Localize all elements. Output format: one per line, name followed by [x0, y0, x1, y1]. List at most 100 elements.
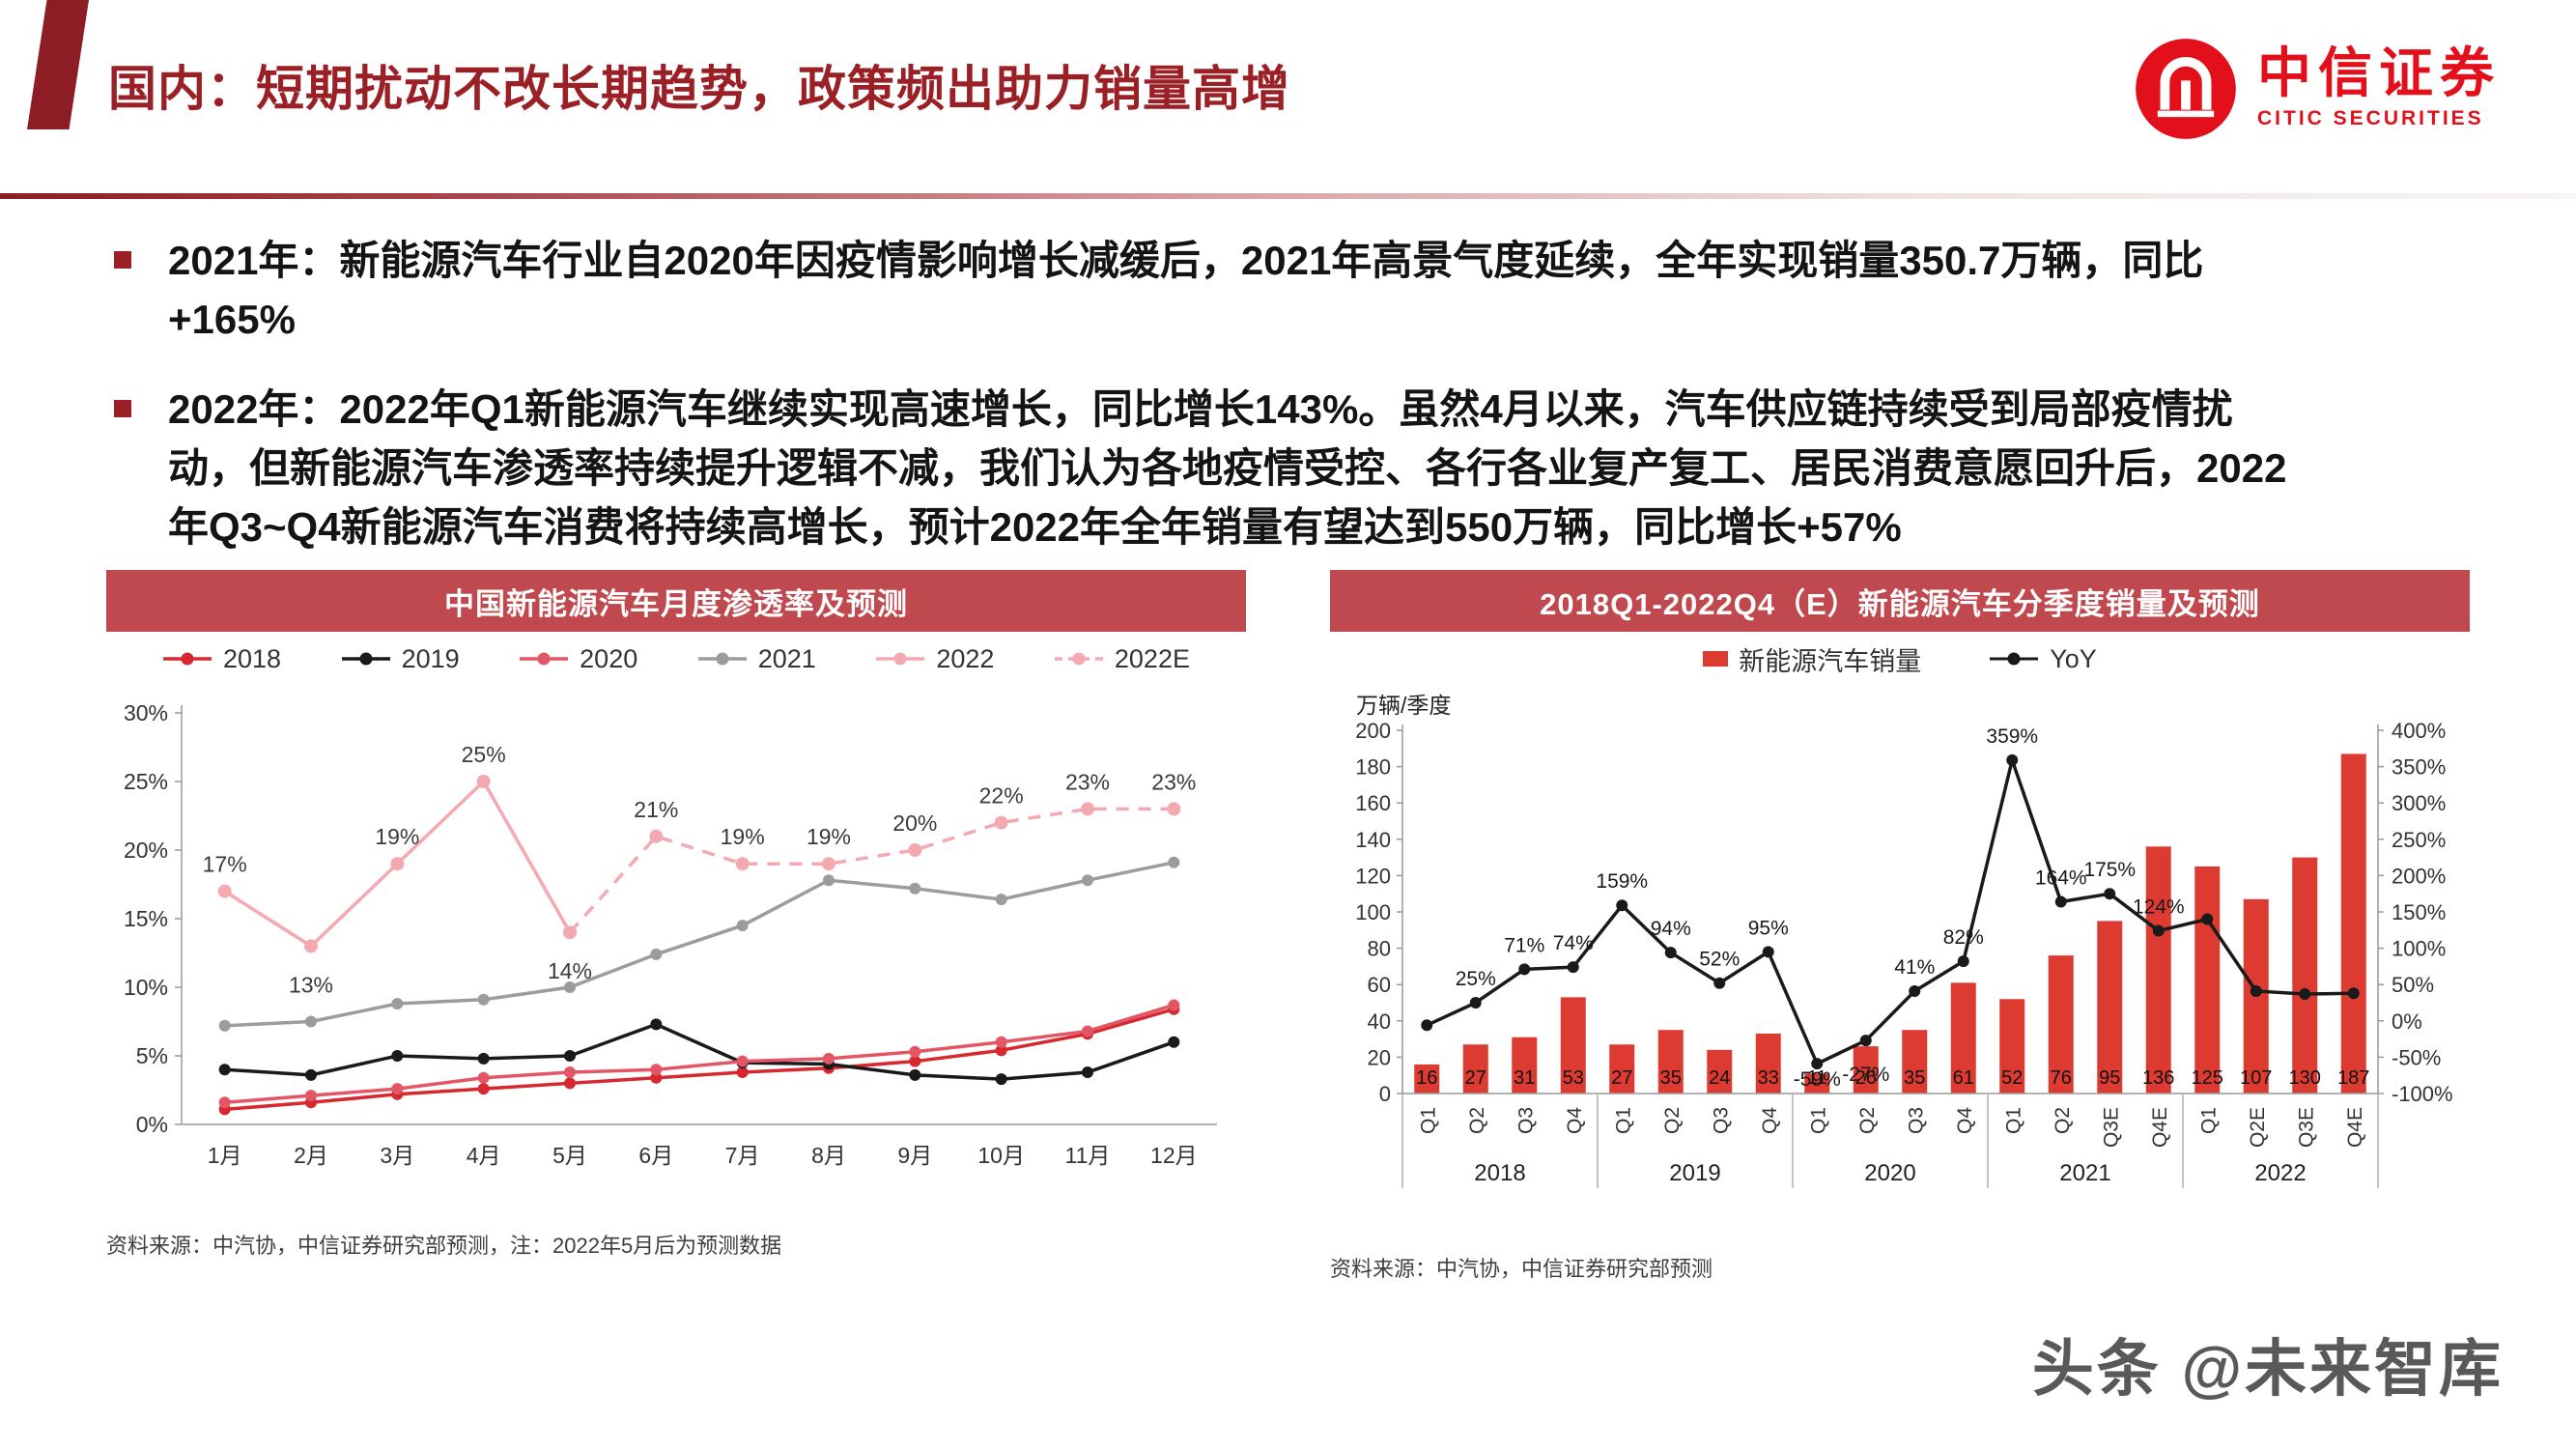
watermark: 头条 @未来智库 — [2031, 1334, 2504, 1404]
svg-text:0%: 0% — [136, 1112, 168, 1137]
svg-text:130: 130 — [2289, 1067, 2321, 1089]
svg-text:12月: 12月 — [1150, 1143, 1198, 1168]
svg-text:2019: 2019 — [1669, 1160, 1720, 1186]
svg-text:60: 60 — [1368, 973, 1391, 997]
svg-text:3月: 3月 — [380, 1143, 414, 1168]
svg-text:31: 31 — [1514, 1067, 1535, 1089]
legend-line-icon — [1990, 652, 2039, 666]
svg-text:Q3E: Q3E — [2295, 1107, 2317, 1148]
penetration-source-note: 资料来源：中汽协，中信证券研究部预测，注：2022年5月后为预测数据 — [106, 1234, 782, 1258]
legend-item-2019: 2019 — [341, 644, 460, 674]
y-axis-right: -100% -50% 0% 50% 100% 150% 200% 250% 300% 350% 40… — [2377, 719, 2453, 1106]
svg-text:61: 61 — [1953, 1067, 1974, 1089]
svg-text:400%: 400% — [2392, 719, 2446, 743]
series-2021 — [218, 856, 1180, 1032]
svg-text:0%: 0% — [2392, 1009, 2422, 1034]
svg-text:Q4: Q4 — [1759, 1107, 1781, 1134]
x-axis: Q1 Q2 Q3 Q4 Q1 Q2 Q3 Q4 Q1 Q2 Q3 Q4 Q1 Q2 Q3E Q4E Q1 Q2E Q… — [1401, 1093, 2379, 1188]
penetration-chart-panel: 中国新能源汽车月度渗透率及预测 2018 2019 2020 2021 2022 — [106, 570, 1246, 1283]
series-2018 — [218, 1003, 1180, 1116]
svg-text:27: 27 — [1611, 1067, 1632, 1089]
svg-text:100: 100 — [1355, 900, 1391, 924]
svg-text:Q3: Q3 — [1905, 1107, 1927, 1134]
svg-text:2018: 2018 — [1474, 1160, 1525, 1186]
svg-text:4月: 4月 — [467, 1143, 501, 1168]
svg-text:95%: 95% — [1748, 917, 1789, 939]
penetration-chart-title: 中国新能源汽车月度渗透率及预测 — [106, 570, 1246, 632]
quarterly-source-note: 资料来源：中汽协，中信证券研究部预测 — [1330, 1257, 1713, 1281]
svg-text:23%: 23% — [1151, 769, 1196, 794]
svg-text:11月: 11月 — [1065, 1143, 1111, 1168]
legend-item-2018: 2018 — [162, 644, 281, 674]
svg-text:Q1: Q1 — [2197, 1107, 2220, 1134]
svg-text:120: 120 — [1355, 864, 1391, 888]
svg-text:25%: 25% — [124, 769, 168, 794]
svg-text:164%: 164% — [2035, 867, 2087, 889]
logo-cn-wordmark: 中信证券 — [2257, 44, 2501, 104]
svg-text:Q1: Q1 — [1417, 1107, 1439, 1134]
penetration-chart: 0% 5% 10% 15% 20% 25% 30% 1月 2月 3月 4月 5月 6月 7月 8月 9月 10月… — [124, 700, 1217, 1168]
legend-label: 2022E — [1114, 643, 1190, 673]
svg-text:Q1: Q1 — [1807, 1107, 1829, 1134]
svg-text:9月: 9月 — [897, 1143, 932, 1168]
svg-text:52: 52 — [2001, 1067, 2023, 1089]
svg-text:2020: 2020 — [1864, 1160, 1915, 1186]
svg-text:52%: 52% — [1699, 949, 1740, 971]
page-title: 国内：短期扰动不改长期趋势，政策频出助力销量高增 — [108, 62, 1290, 116]
svg-text:82%: 82% — [1943, 926, 1984, 949]
svg-text:Q2: Q2 — [1466, 1107, 1488, 1134]
legend-item-2022E: 2022E — [1054, 644, 1190, 674]
legend-item-yoy: YoY — [1989, 644, 2097, 674]
svg-text:7月: 7月 — [725, 1143, 760, 1168]
svg-text:175%: 175% — [2083, 859, 2136, 881]
svg-text:19%: 19% — [375, 824, 419, 849]
svg-text:40: 40 — [1368, 1009, 1391, 1034]
svg-text:94%: 94% — [1651, 918, 1691, 940]
legend-label: 2020 — [580, 643, 638, 673]
svg-text:-100%: -100% — [2392, 1082, 2453, 1106]
svg-text:25%: 25% — [462, 742, 506, 767]
legend-item-2022: 2022 — [875, 644, 994, 674]
svg-text:187: 187 — [2337, 1067, 2369, 1089]
svg-text:30%: 30% — [124, 700, 168, 725]
svg-text:2月: 2月 — [294, 1143, 328, 1168]
logo-text: 中信证券 CITIC SECURITIES — [2257, 47, 2501, 130]
svg-text:-59%: -59% — [1794, 1068, 1841, 1091]
legend-line-icon — [341, 652, 390, 666]
bullet-text-2022: 2022年：2022年Q1新能源汽车继续实现高速增长，同比增长143%。虽然4月… — [168, 385, 2287, 550]
svg-text:Q3E: Q3E — [2100, 1107, 2122, 1148]
svg-text:6月: 6月 — [638, 1143, 673, 1168]
svg-text:95: 95 — [2099, 1067, 2120, 1089]
svg-text:Q1: Q1 — [1612, 1107, 1634, 1134]
svg-text:10月: 10月 — [977, 1143, 1025, 1168]
svg-text:300%: 300% — [2392, 791, 2446, 815]
svg-text:Q3: Q3 — [1514, 1107, 1537, 1134]
y-axis: 0% 5% 10% 15% 20% 25% 30% — [124, 700, 183, 1137]
svg-text:140: 140 — [1355, 828, 1391, 852]
svg-text:124%: 124% — [2133, 896, 2185, 919]
svg-text:25%: 25% — [1456, 968, 1496, 990]
svg-text:Q1: Q1 — [2002, 1107, 2024, 1134]
svg-text:-27%: -27% — [1842, 1064, 1889, 1086]
svg-text:125: 125 — [2192, 1067, 2223, 1089]
legend-label: 2021 — [757, 643, 816, 673]
bullet-square-icon — [114, 251, 131, 269]
svg-text:200: 200 — [1355, 719, 1391, 743]
svg-text:2022: 2022 — [2254, 1160, 2306, 1186]
bars: 16 27 31 53 27 35 24 33 11 26 35 61 52 76 95 136 125 107 1… — [1414, 753, 2369, 1094]
svg-text:26: 26 — [1855, 1067, 1877, 1089]
svg-text:53: 53 — [1563, 1067, 1584, 1089]
svg-text:10%: 10% — [124, 975, 168, 1000]
header: 国内：短期扰动不改长期趋势，政策频出助力销量高增 中信证券 CITIC SECU… — [108, 37, 2501, 141]
svg-text:0: 0 — [1379, 1082, 1391, 1106]
svg-text:17%: 17% — [203, 852, 247, 877]
y-left-title: 万辆/季度 — [1356, 693, 1451, 718]
legend-line-icon — [520, 652, 569, 666]
svg-text:359%: 359% — [1986, 725, 2038, 748]
logo-en-wordmark: CITIC SECURITIES — [2257, 107, 2484, 129]
legend-label: YoY — [2050, 643, 2097, 673]
svg-text:33: 33 — [1758, 1067, 1779, 1089]
legend-line-icon — [697, 652, 747, 666]
svg-text:8月: 8月 — [811, 1143, 846, 1168]
